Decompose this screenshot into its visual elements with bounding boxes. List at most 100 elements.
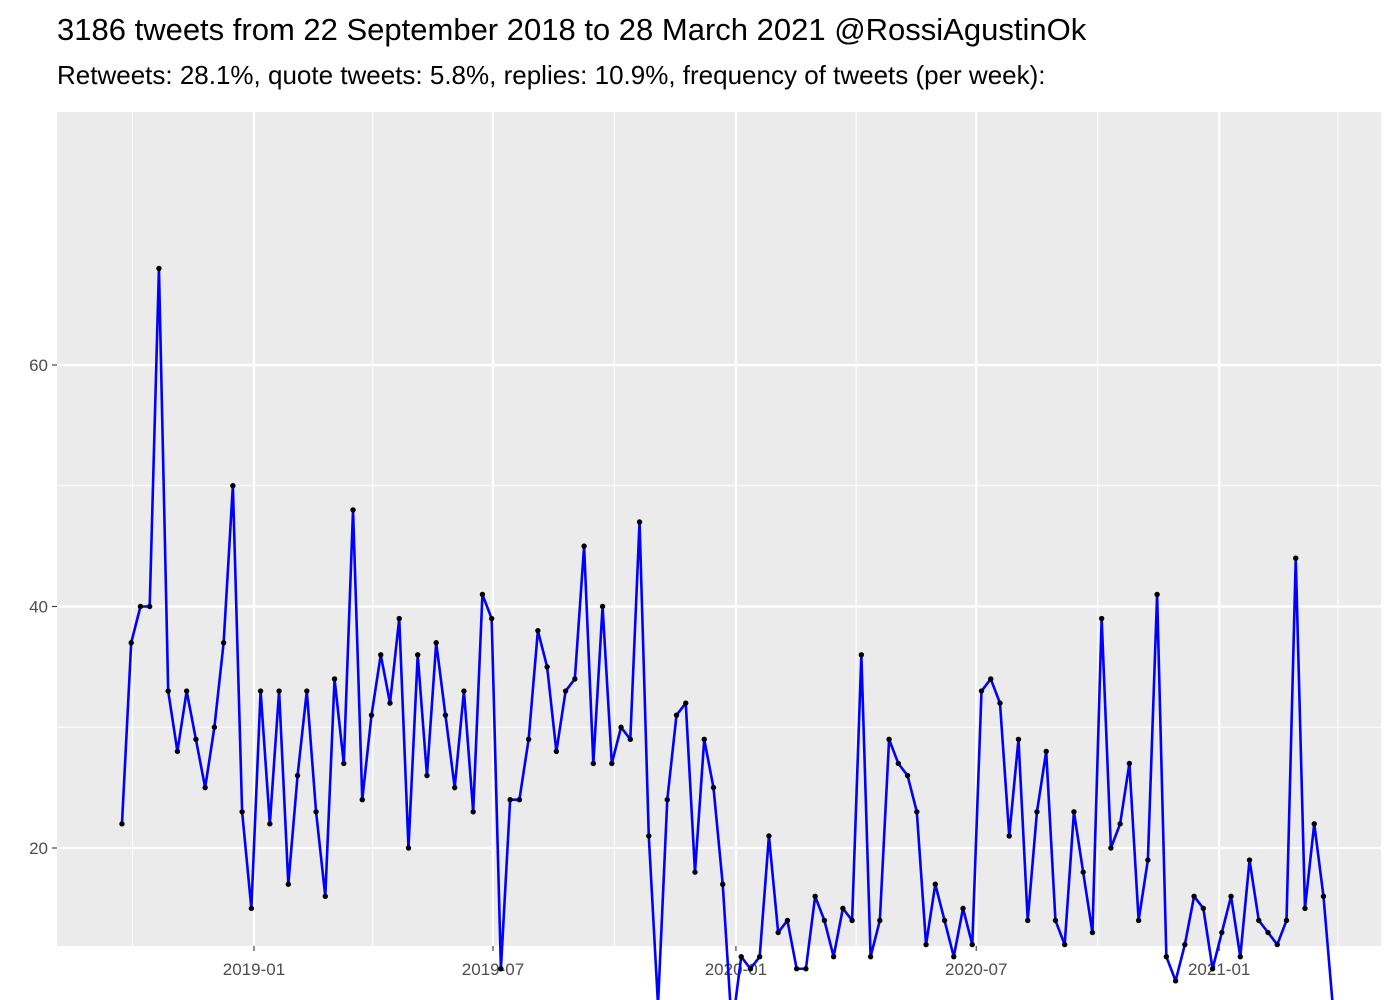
data-point	[1182, 941, 1188, 948]
data-point	[1098, 615, 1105, 622]
data-point	[1043, 748, 1049, 755]
data-point	[535, 627, 541, 634]
data-point	[202, 784, 208, 791]
data-point	[359, 797, 365, 803]
data-point	[664, 797, 670, 803]
data-point	[137, 603, 144, 610]
x-axis-labels: 2019-01 2019-07 2020-01 2020-07 2021-01	[223, 960, 1251, 979]
series-line-group	[120, 267, 1334, 1000]
x-tick-label: 2020-01	[705, 960, 767, 979]
data-point	[479, 591, 486, 598]
data-point	[165, 688, 171, 694]
data-point	[701, 736, 707, 743]
data-point	[978, 688, 985, 694]
data-point	[1071, 809, 1077, 815]
data-point	[1080, 869, 1086, 875]
x-tick-label: 2020-07	[945, 960, 1007, 979]
data-point	[525, 736, 532, 743]
data-point	[969, 941, 975, 948]
data-point	[886, 736, 892, 743]
data-point	[350, 507, 356, 513]
data-point	[442, 712, 449, 718]
plot-panel	[57, 112, 1381, 946]
data-point	[1246, 857, 1253, 863]
y-axis-labels: 20 40 60	[29, 356, 48, 858]
data-point	[341, 760, 347, 767]
data-point	[174, 748, 181, 755]
data-point	[756, 953, 763, 960]
data-point	[211, 724, 218, 730]
data-point	[230, 483, 236, 489]
data-point	[119, 821, 125, 827]
y-tick-label: 60	[29, 356, 48, 375]
data-point	[156, 265, 162, 272]
y-tick-label: 20	[29, 839, 48, 858]
data-point	[1025, 917, 1031, 924]
data-point	[1172, 978, 1179, 984]
data-point	[396, 615, 402, 622]
data-point	[488, 615, 495, 622]
data-point	[461, 688, 467, 694]
data-point	[581, 543, 587, 549]
data-point	[720, 881, 726, 887]
data-point	[1311, 821, 1317, 827]
data-point	[609, 760, 615, 767]
data-point	[128, 640, 134, 646]
series-line	[120, 267, 1334, 1000]
data-point	[1209, 966, 1216, 972]
data-point	[378, 652, 384, 658]
data-point	[840, 905, 846, 912]
x-tick-label: 2019-07	[462, 960, 524, 979]
data-point	[294, 772, 301, 779]
data-point	[803, 966, 809, 972]
data-point	[830, 953, 837, 960]
chart-subtitle: Retweets: 28.1%, quote tweets: 5.8%, rep…	[57, 60, 1046, 90]
data-point	[239, 809, 245, 815]
data-point	[784, 917, 791, 924]
data-point	[590, 760, 597, 767]
data-point	[368, 712, 375, 718]
data-point	[951, 953, 957, 960]
data-point	[1200, 905, 1207, 912]
data-point	[146, 603, 153, 610]
data-point	[1034, 809, 1040, 815]
data-point	[1163, 953, 1170, 960]
data-point	[183, 688, 190, 694]
data-point	[507, 797, 513, 803]
data-point	[1126, 760, 1133, 767]
data-point	[988, 676, 994, 682]
data-point	[997, 700, 1003, 706]
data-point	[313, 809, 319, 815]
chart-title: 3186 tweets from 22 September 2018 to 28…	[57, 12, 1087, 47]
data-point	[1108, 845, 1114, 851]
data-point	[618, 724, 624, 730]
data-point	[387, 700, 393, 706]
data-point	[1061, 941, 1068, 948]
data-point	[331, 676, 338, 682]
data-point	[572, 676, 578, 682]
data-point	[673, 712, 680, 718]
data-point	[1052, 917, 1059, 924]
data-point	[793, 966, 800, 972]
data-point	[1293, 555, 1299, 561]
data-point	[1191, 893, 1197, 899]
data-point	[451, 784, 458, 791]
data-point	[821, 917, 828, 924]
data-point	[766, 833, 772, 839]
data-point	[812, 893, 818, 899]
data-point	[1219, 929, 1225, 936]
data-point	[516, 797, 523, 803]
data-point	[1089, 929, 1096, 936]
data-point	[932, 881, 938, 887]
data-point	[1320, 893, 1327, 899]
data-point	[405, 845, 412, 851]
data-point	[276, 688, 282, 694]
data-point	[775, 929, 781, 936]
data-point	[683, 700, 689, 706]
data-point	[248, 905, 255, 912]
data-point	[747, 966, 754, 972]
data-point	[636, 519, 643, 525]
data-point	[941, 917, 948, 924]
data-point	[415, 652, 421, 658]
data-point	[646, 833, 652, 839]
